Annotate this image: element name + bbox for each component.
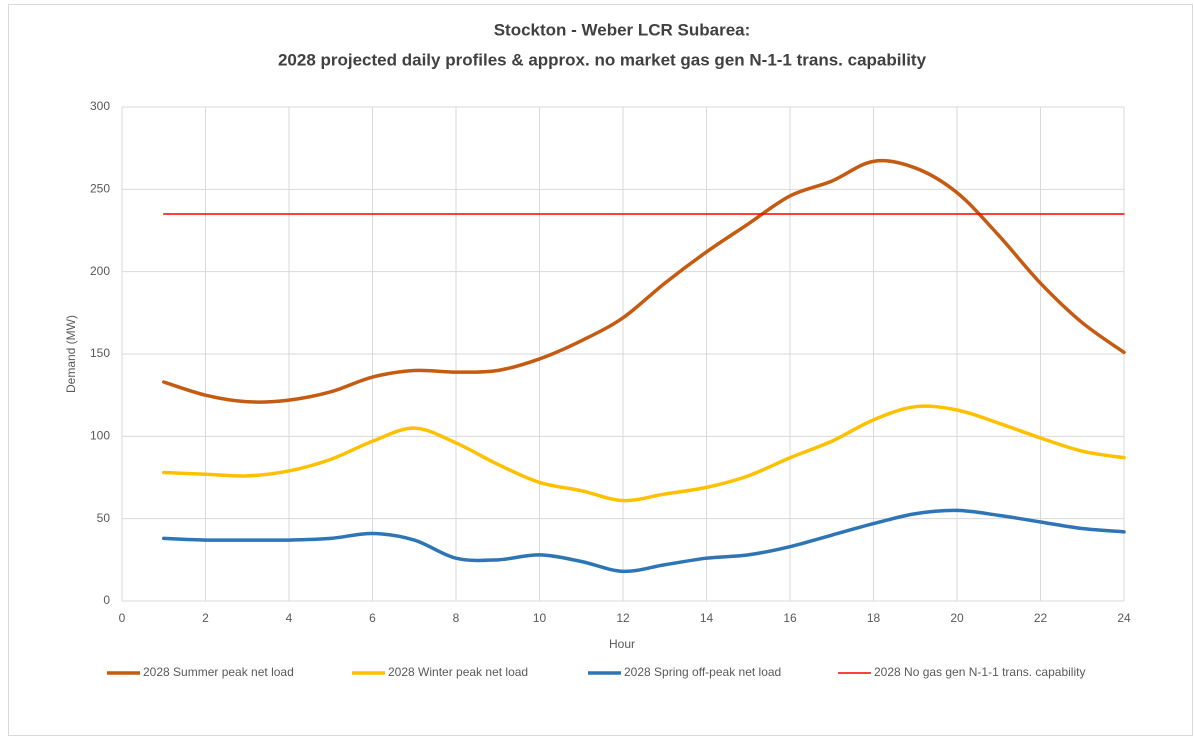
y-axis-label: Demand (MW) [64, 315, 78, 393]
x-tick-label: 10 [533, 611, 547, 625]
x-axis-label: Hour [609, 637, 635, 651]
x-tick-label: 16 [783, 611, 797, 625]
x-tick-label: 24 [1117, 611, 1131, 625]
series-line [162, 404, 1126, 503]
legend-label: 2028 Winter peak net load [388, 665, 528, 679]
y-tick-label: 50 [97, 511, 111, 525]
legend-label: 2028 Summer peak net load [143, 665, 294, 679]
series-line [162, 508, 1126, 574]
y-tick-label: 300 [90, 99, 110, 113]
y-tick-label: 200 [90, 264, 110, 278]
x-tick-label: 20 [950, 611, 964, 625]
legend-label: 2028 Spring off-peak net load [624, 665, 781, 679]
x-tick-label: 6 [369, 611, 376, 625]
chart-frame [8, 4, 1193, 736]
x-tick-label: 22 [1034, 611, 1048, 625]
y-tick-label: 250 [90, 182, 110, 196]
x-tick-label: 18 [867, 611, 881, 625]
x-tick-label: 12 [616, 611, 630, 625]
x-tick-label: 0 [119, 611, 126, 625]
y-tick-label: 150 [90, 346, 110, 360]
chart-title: Stockton - Weber LCR Subarea: [494, 20, 751, 39]
x-tick-label: 2 [202, 611, 209, 625]
series-line [162, 158, 1126, 404]
y-tick-label: 0 [103, 593, 110, 607]
chart-subtitle: 2028 projected daily profiles & approx. … [278, 50, 927, 69]
x-tick-label: 14 [700, 611, 714, 625]
legend-label: 2028 No gas gen N-1-1 trans. capability [874, 665, 1085, 679]
x-tick-label: 8 [453, 611, 460, 625]
y-tick-label: 100 [90, 429, 110, 443]
x-tick-label: 4 [286, 611, 293, 625]
